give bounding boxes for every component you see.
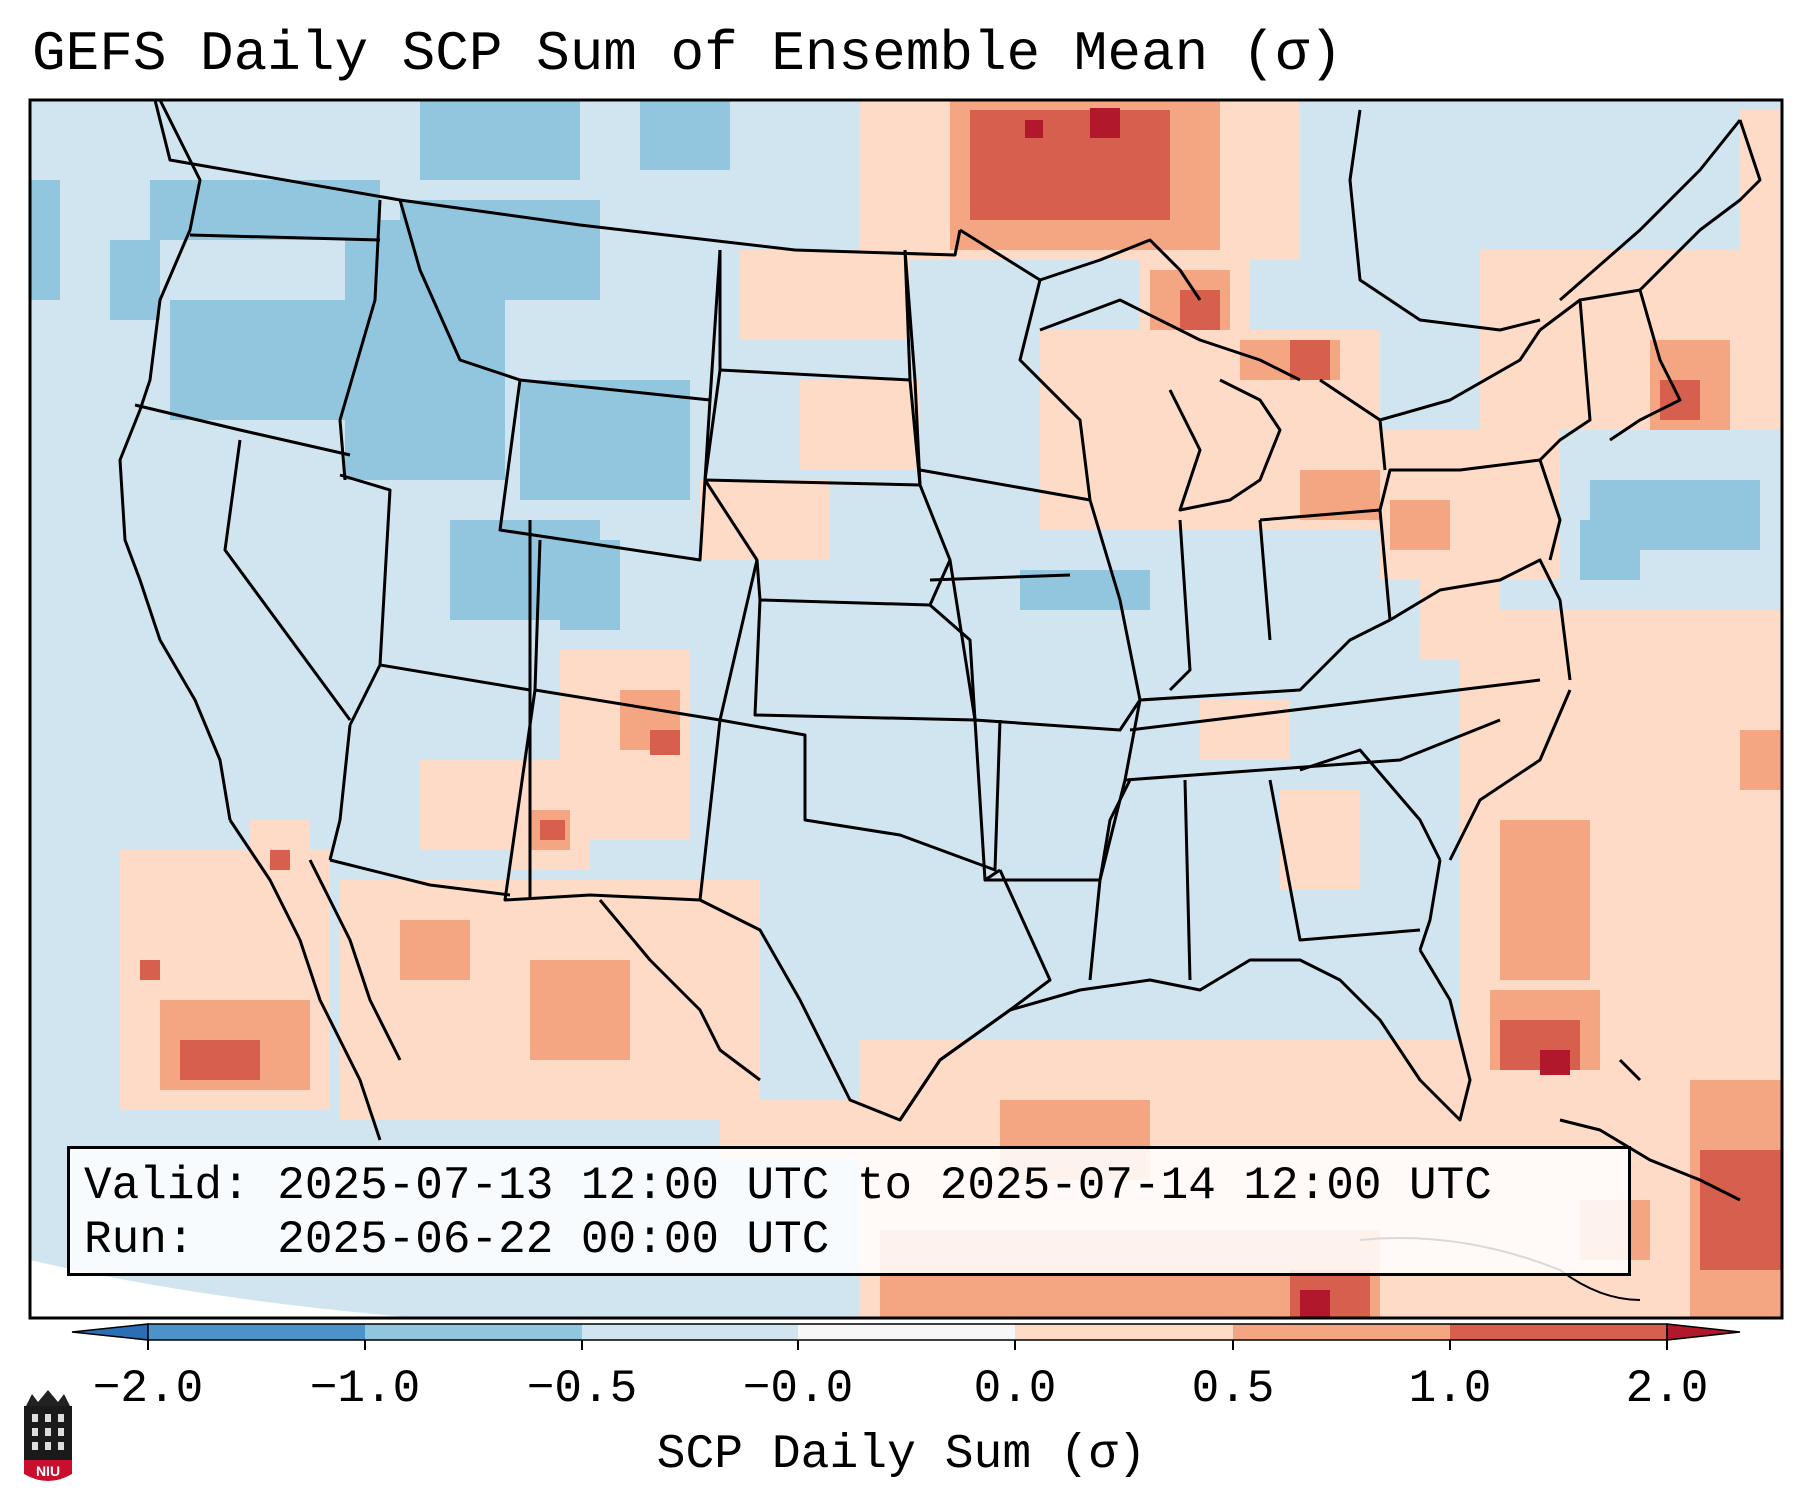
us-canada-border <box>153 100 962 257</box>
map-frame <box>28 98 1784 1320</box>
colorbar-tick-label: 0.0 <box>973 1363 1057 1415</box>
chart-title: GEFS Daily SCP Sum of Ensemble Mean (σ) <box>32 22 1343 86</box>
run-line: Run: 2025-06-22 00:00 UTC <box>84 1213 1614 1267</box>
off-domain-corner <box>30 1260 420 1318</box>
colorbar-tick-label: 0.5 <box>1191 1363 1275 1415</box>
colorbar-tick-label: −0.0 <box>742 1363 854 1415</box>
colorbar-segment <box>1233 1324 1450 1340</box>
state-boundaries <box>118 100 1762 1202</box>
gulf-coast <box>898 949 1472 1122</box>
valid-line: Valid: 2025-07-13 12:00 UTC to 2025-07-1… <box>84 1159 1614 1213</box>
colorbar-ticks <box>147 1340 1668 1350</box>
colorbar-tick-label: −2.0 <box>92 1363 204 1415</box>
run-value: 2025-06-22 00:00 UTC <box>277 1214 830 1266</box>
colorbar-extend-high <box>1666 1323 1741 1341</box>
pacific-coast <box>118 100 232 821</box>
colorbar-segment <box>1015 1324 1233 1340</box>
colorbar <box>71 1323 1741 1350</box>
anomaly-mexico <box>120 820 920 1160</box>
colorbar-segment <box>1450 1324 1667 1340</box>
anomaly-great-lakes <box>1040 110 1782 580</box>
colorbar-segment <box>582 1324 798 1340</box>
colorbar-tick-label: 2.0 <box>1625 1363 1709 1415</box>
valid-label: Valid: <box>84 1160 250 1212</box>
colorbar-tick-label: −0.5 <box>526 1363 638 1415</box>
colorbar-segment <box>148 1324 365 1340</box>
valid-value: 2025-07-13 12:00 UTC to 2025-07-14 12:00… <box>277 1160 1492 1212</box>
colorbar-tick-label: −1.0 <box>309 1363 421 1415</box>
valid-run-info-box: Valid: 2025-07-13 12:00 UTC to 2025-07-1… <box>67 1146 1631 1276</box>
michigan-lower <box>1168 378 1282 512</box>
anomaly-northwest <box>30 100 730 630</box>
run-label: Run: <box>84 1214 195 1266</box>
svg-text:NIU: NIU <box>36 1463 60 1479</box>
colorbar-tick-label: 1.0 <box>1408 1363 1492 1415</box>
colorbar-segment <box>798 1324 1015 1340</box>
colorbar-extend-low <box>71 1323 149 1341</box>
colorbar-label: SCP Daily Sum (σ) <box>656 1428 1147 1482</box>
niu-logo-icon: NIU <box>24 1390 72 1481</box>
colorbar-segment <box>365 1324 582 1340</box>
map-panel <box>30 100 1782 1318</box>
